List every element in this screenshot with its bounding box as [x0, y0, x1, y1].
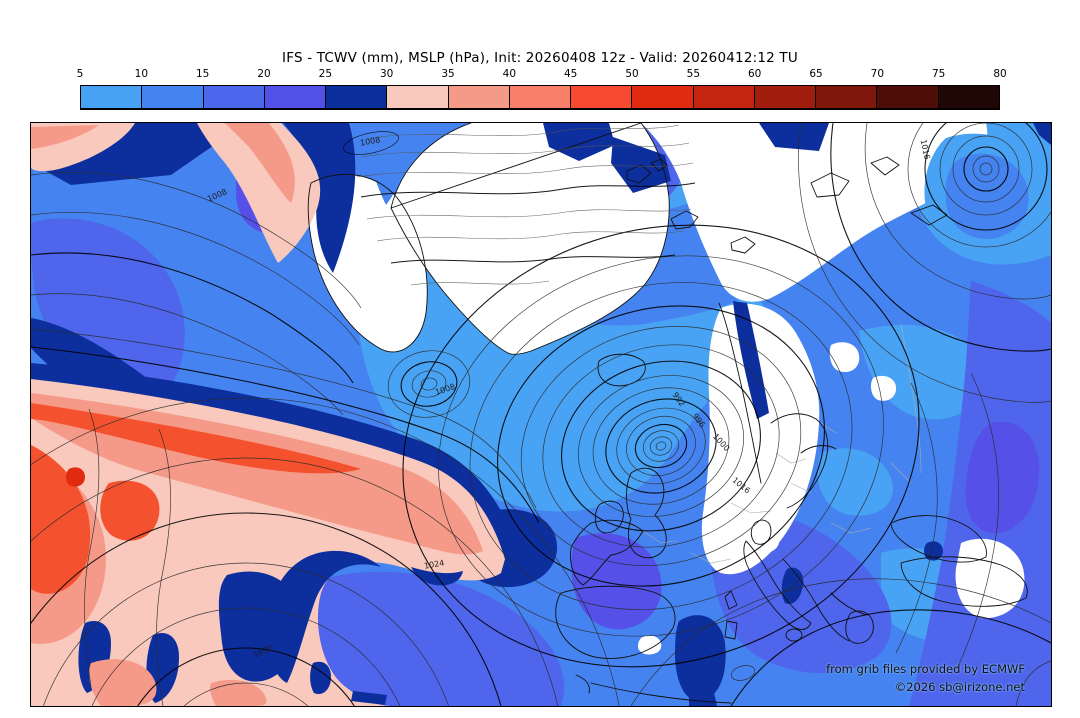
colorbar-cell	[448, 86, 510, 108]
colorbar-tick: 70	[870, 68, 885, 80]
colorbar-tick: 5	[76, 68, 84, 80]
isobar-layer	[31, 123, 1051, 706]
west-atlantic-isobars	[31, 172, 540, 706]
colorbar-cell	[509, 86, 572, 108]
colorbar-cell	[571, 86, 633, 108]
colorbar-cell	[387, 86, 449, 108]
iceland-coast	[597, 353, 646, 387]
greenland-region	[391, 123, 670, 355]
credits: from grib files provided by ECMWF ©2026 …	[826, 660, 1025, 696]
colorbar-cell	[938, 86, 999, 108]
colorbar-cell	[326, 86, 388, 108]
greenland-isobars	[343, 124, 696, 286]
weather-map-svg	[31, 123, 1051, 706]
colorbar-tick: 45	[563, 68, 578, 80]
country-borders	[642, 322, 922, 564]
colorbar-cell	[693, 86, 755, 108]
colorbar-cell	[264, 86, 327, 108]
plume-red-core	[31, 403, 361, 474]
colorbar-tick: 25	[318, 68, 333, 80]
colorbar-tick: 15	[195, 68, 210, 80]
colorbar-cell	[816, 86, 878, 108]
colorbar-tick: 75	[931, 68, 946, 80]
britain-coast	[626, 467, 667, 559]
arctic-canada-region	[641, 123, 988, 302]
map-canvas: 1008 1016 1008 1008 992 996 1000 1016 1024 1032 f…	[30, 122, 1052, 707]
barents-low-isobars	[907, 123, 1051, 248]
colorbar-tick: 60	[747, 68, 762, 80]
tcwv-shading-layer	[31, 123, 1051, 706]
colorbar-tick: 30	[379, 68, 394, 80]
atlantic-moisture-plume	[31, 379, 505, 706]
colorbar-tick: 35	[441, 68, 455, 80]
colorbar-tick: 80	[993, 68, 1007, 80]
labrador-pink-regions	[31, 123, 321, 263]
blue-inlets	[361, 123, 1043, 516]
iberia-coast	[555, 585, 676, 659]
colorbar-tick: 20	[257, 68, 271, 80]
colorbar-cell	[754, 86, 817, 108]
iceland-low-isobars	[387, 350, 471, 418]
colorbar-cell	[877, 86, 939, 108]
colorbar-tick-row: 5 10 15 20 25 30 35 40 45 50 55 60 65 70 75 80	[76, 68, 1007, 82]
colorbar-cell	[81, 86, 143, 108]
azores-high-isobars	[31, 397, 620, 706]
credit-source: from grib files provided by ECMWF	[826, 662, 1025, 676]
chart-title: IFS - TCWV (mm), MSLP (hPa), Init: 20260…	[282, 50, 798, 66]
plume-north-rim	[31, 363, 515, 569]
colorbar-tick: 55	[686, 68, 701, 80]
colorbar-cell	[142, 86, 204, 108]
colorbar-tick: 50	[625, 68, 639, 80]
colorbar-tick: 65	[809, 68, 823, 80]
colorbar-cells	[80, 85, 1000, 110]
credit-copyright: ©2026 sb@irizone.net	[894, 680, 1025, 694]
colorbar-cell	[632, 86, 694, 108]
tcwv-colorbar: 5 10 15 20 25 30 35 40 45 50 55 60 65 70 75 80	[77, 68, 1007, 110]
deep-low-isobars	[402, 224, 920, 668]
italy-coast	[743, 540, 812, 630]
colorbar-tick: 10	[134, 68, 149, 80]
colorbar-cell	[203, 86, 265, 108]
europe-isobars	[630, 123, 1051, 706]
colorbar-tick: 40	[502, 68, 517, 80]
